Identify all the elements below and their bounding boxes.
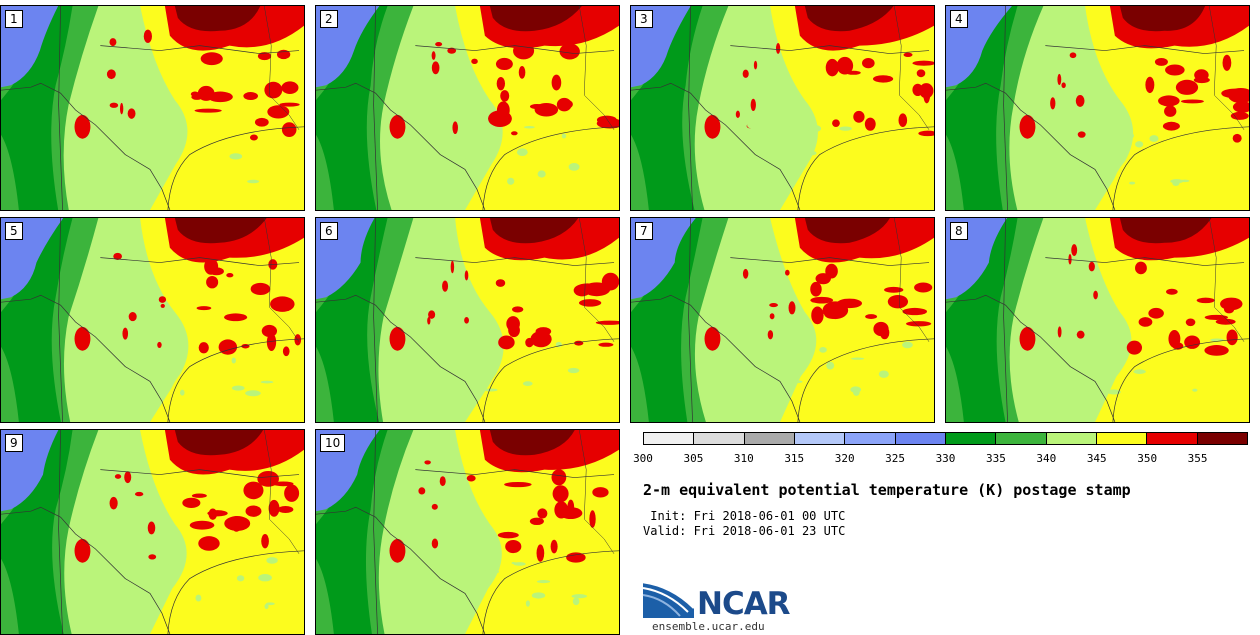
member-panel-2: 2 — [315, 5, 620, 211]
member-panel-10: 10 — [315, 429, 620, 635]
website-url: ensemble.ucar.edu — [652, 620, 765, 633]
member-panel-9: 9 — [0, 429, 305, 635]
colorbar-segment — [945, 433, 997, 444]
member-panel-4: 4 — [945, 5, 1250, 211]
panel-number: 7 — [635, 222, 653, 240]
member-panel-1: 1 — [0, 5, 305, 211]
colorbar-segment — [644, 433, 695, 444]
colorbar-segment — [794, 433, 846, 444]
member-panel-8: 8 — [945, 217, 1250, 423]
panel-number: 2 — [320, 10, 338, 28]
colorbar-ticks: 300 305 310 315 320 325 330 335 340 345 350 355 — [633, 452, 1248, 466]
colorbar-segment — [744, 433, 795, 444]
field-map — [946, 218, 1249, 422]
colorbar-tick-label: 300 — [633, 452, 653, 465]
colorbar-tick-label: 340 — [1036, 452, 1057, 465]
init-time: Init: Fri 2018-06-01 00 UTC — [643, 509, 846, 523]
colorbar-tick-label: 325 — [885, 452, 906, 465]
colorbar — [643, 432, 1248, 445]
colorbar-tick-label: 315 — [784, 452, 805, 465]
colorbar-segment — [1096, 433, 1148, 444]
colorbar-segment — [1197, 433, 1247, 444]
colorbar-tick-label: 350 — [1137, 452, 1158, 465]
colorbar-segment — [895, 433, 946, 444]
colorbar-segment — [694, 433, 745, 444]
field-map — [316, 430, 619, 634]
panel-number: 5 — [5, 222, 23, 240]
colorbar-tick-label: 310 — [733, 452, 754, 465]
logo-text: NCAR — [697, 586, 791, 622]
field-map — [316, 6, 619, 210]
panel-number: 10 — [320, 434, 346, 452]
field-map — [1, 218, 304, 422]
panel-number: 9 — [5, 434, 23, 452]
colorbar-tick-label: 320 — [834, 452, 855, 465]
field-map — [1, 6, 304, 210]
panel-number: 8 — [950, 222, 968, 240]
colorbar-tick-label: 335 — [985, 452, 1006, 465]
colorbar-tick-label: 330 — [935, 452, 956, 465]
valid-time: Valid: Fri 2018-06-01 23 UTC — [643, 524, 846, 538]
member-panel-6: 6 — [315, 217, 620, 423]
colorbar-segment — [1147, 433, 1198, 444]
member-panel-3: 3 — [630, 5, 935, 211]
panel-number: 1 — [5, 10, 23, 28]
field-map — [631, 218, 934, 422]
field-map — [1, 430, 304, 634]
panel-number: 4 — [950, 10, 968, 28]
field-map — [631, 6, 934, 210]
colorbar-segment — [996, 433, 1047, 444]
colorbar-segment — [1046, 433, 1097, 444]
colorbar-tick-label: 305 — [683, 452, 704, 465]
panel-number: 3 — [635, 10, 653, 28]
panel-number: 6 — [320, 222, 338, 240]
member-panel-7: 7 — [630, 217, 935, 423]
colorbar-tick-label: 355 — [1187, 452, 1208, 465]
field-map — [946, 6, 1249, 210]
plot-title: 2-m equivalent potential temperature (K)… — [643, 481, 1131, 499]
colorbar-segment — [845, 433, 896, 444]
colorbar-tick-label: 345 — [1086, 452, 1107, 465]
field-map — [316, 218, 619, 422]
member-panel-5: 5 — [0, 217, 305, 423]
ncar-logo-icon — [642, 580, 695, 618]
